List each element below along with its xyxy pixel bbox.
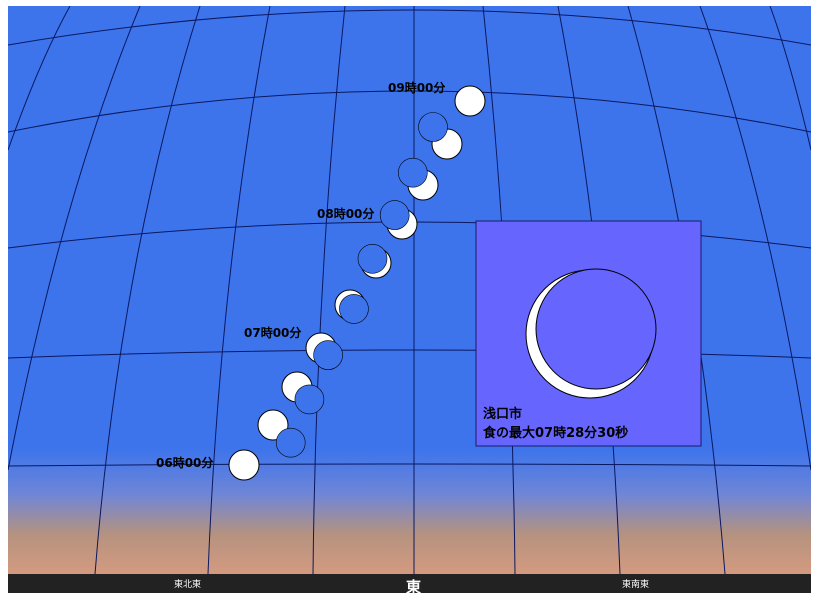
direction-label-ene: 東北東 bbox=[174, 578, 201, 590]
azimuth-line bbox=[94, 6, 201, 574]
moon-disk bbox=[275, 427, 306, 458]
time-label-0800: 08時00分 bbox=[317, 206, 374, 221]
eclipse-sequence bbox=[228, 85, 486, 481]
sun-disk-0820 bbox=[397, 157, 439, 201]
azimuth-line bbox=[699, 6, 811, 471]
max-eclipse-inset: 浅口市 食の最大07時28分30秒 bbox=[475, 220, 702, 447]
azimuth-line bbox=[207, 6, 271, 574]
time-label-0900: 09時00分 bbox=[388, 80, 445, 95]
moon-disk bbox=[339, 294, 369, 324]
sun-disk-0620 bbox=[257, 409, 306, 458]
altitude-line bbox=[8, 463, 811, 467]
altitude-line bbox=[8, 9, 811, 46]
inset-moon-disk bbox=[535, 268, 657, 390]
azimuth-line bbox=[769, 6, 811, 151]
moon-disk bbox=[357, 243, 388, 274]
direction-label-e: 東 bbox=[406, 578, 421, 593]
time-label-0600: 06時00分 bbox=[156, 455, 213, 470]
sun-disk-0900 bbox=[454, 85, 486, 117]
inset-max-eclipse-time: 食の最大07時28分30秒 bbox=[483, 425, 628, 441]
sun-disk-0640 bbox=[281, 371, 325, 415]
sun-disk-0720 bbox=[334, 289, 369, 324]
azimuth-line bbox=[8, 6, 141, 471]
altitude-line bbox=[8, 90, 811, 133]
ground-bar bbox=[8, 574, 811, 593]
moon-disk bbox=[313, 340, 343, 370]
moon-disk bbox=[418, 112, 448, 142]
moon-disk bbox=[397, 157, 428, 188]
direction-label-ese: 東南東 bbox=[622, 578, 649, 590]
time-label-0700: 07時00分 bbox=[244, 325, 301, 340]
sun-disk-0840 bbox=[418, 112, 463, 160]
inset-city-name: 浅口市 bbox=[483, 406, 522, 422]
sun-disk-0600 bbox=[228, 449, 260, 481]
moon-disk bbox=[379, 200, 410, 230]
azimuth-line bbox=[8, 6, 71, 151]
sun-disk-0700 bbox=[305, 332, 343, 370]
azimuth-line bbox=[312, 6, 346, 574]
sun-disk bbox=[228, 449, 260, 481]
sun-disk bbox=[454, 85, 486, 117]
sun-disk-0800 bbox=[379, 200, 418, 240]
moon-disk bbox=[294, 384, 325, 415]
sun-disk-0740 bbox=[357, 243, 392, 279]
